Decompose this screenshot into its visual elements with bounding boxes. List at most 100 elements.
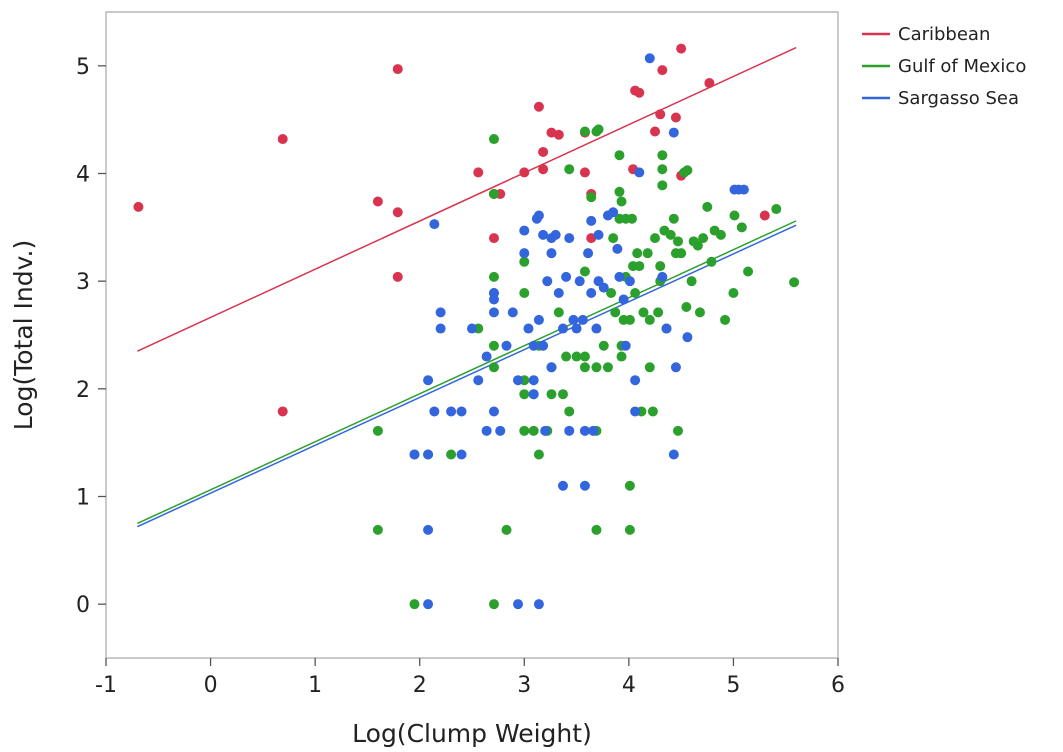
point-gulf-of-mexico <box>579 362 590 373</box>
point-gulf-of-mexico <box>655 261 666 272</box>
plot-frame <box>105 11 839 659</box>
point-sargasso-sea <box>561 271 572 282</box>
x-tick-label: 2 <box>413 673 427 698</box>
point-sargasso-sea <box>579 425 590 436</box>
point-sargasso-sea <box>634 167 645 178</box>
point-gulf-of-mexico <box>657 180 668 191</box>
point-sargasso-sea <box>467 323 477 334</box>
legend-label-gulf-of-mexico: Gulf of Mexico <box>898 56 1026 77</box>
point-caribbean <box>553 129 564 140</box>
point-caribbean <box>650 126 660 137</box>
point-caribbean <box>372 196 383 207</box>
x-axis: -1 0 1 2 3 4 5 6 <box>95 658 845 698</box>
point-sargasso-sea <box>593 229 604 240</box>
point-sargasso-sea <box>612 243 623 254</box>
point-gulf-of-mexico <box>626 213 637 224</box>
point-gulf-of-mexico <box>519 256 530 267</box>
point-sargasso-sea <box>670 362 681 373</box>
point-gulf-of-mexico <box>488 134 499 145</box>
legend-label-caribbean: Caribbean <box>898 24 990 45</box>
point-gulf-of-mexico <box>571 351 582 362</box>
point-sargasso-sea <box>577 314 588 325</box>
point-gulf-of-mexico <box>720 314 731 325</box>
x-tick-label: 1 <box>308 673 322 698</box>
point-gulf-of-mexico <box>519 288 530 299</box>
point-caribbean <box>392 271 403 282</box>
point-gulf-of-mexico <box>564 406 575 417</box>
point-gulf-of-mexico <box>579 126 590 137</box>
point-gulf-of-mexico <box>657 164 668 175</box>
point-sargasso-sea <box>614 271 625 282</box>
fit-line-caribbean <box>137 46 797 352</box>
point-sargasso-sea <box>630 375 641 386</box>
point-gulf-of-mexico <box>706 256 717 267</box>
point-sargasso-sea <box>682 332 693 343</box>
point-caribbean <box>538 146 549 157</box>
y-tick-label: 0 <box>76 593 90 618</box>
point-caribbean <box>133 201 144 212</box>
point-gulf-of-mexico <box>614 186 625 197</box>
point-sargasso-sea <box>435 307 446 318</box>
y-tick-label: 3 <box>76 270 90 295</box>
point-gulf-of-mexico <box>606 288 617 299</box>
point-sargasso-sea <box>644 53 655 64</box>
point-sargasso-sea <box>456 449 467 460</box>
point-gulf-of-mexico <box>608 233 619 244</box>
point-sargasso-sea <box>738 184 749 195</box>
point-sargasso-sea <box>624 276 635 287</box>
point-caribbean <box>533 101 544 112</box>
data-points <box>133 43 800 610</box>
point-gulf-of-mexico <box>624 314 635 325</box>
point-caribbean <box>676 43 687 54</box>
point-sargasso-sea <box>519 225 530 236</box>
point-sargasso-sea <box>481 351 492 362</box>
point-gulf-of-mexico <box>591 524 602 535</box>
point-caribbean <box>473 167 484 178</box>
point-sargasso-sea <box>564 425 575 436</box>
point-caribbean <box>277 134 288 145</box>
point-sargasso-sea <box>630 406 641 417</box>
point-sargasso-sea <box>429 406 440 417</box>
point-gulf-of-mexico <box>644 314 655 325</box>
point-sargasso-sea <box>528 389 539 400</box>
point-gulf-of-mexico <box>579 266 590 277</box>
point-sargasso-sea <box>423 449 434 460</box>
point-sargasso-sea <box>507 307 518 318</box>
point-sargasso-sea <box>546 248 557 259</box>
point-sargasso-sea <box>586 215 597 226</box>
point-gulf-of-mexico <box>736 222 747 233</box>
x-tick-label: 6 <box>831 673 845 698</box>
point-caribbean <box>579 167 590 178</box>
legend-label-sargasso-sea: Sargasso Sea <box>898 88 1019 109</box>
x-tick-label: 0 <box>204 673 218 698</box>
point-gulf-of-mexico <box>698 233 709 244</box>
point-sargasso-sea <box>550 229 561 240</box>
point-sargasso-sea <box>540 425 551 436</box>
point-sargasso-sea <box>423 599 434 610</box>
point-sargasso-sea <box>568 314 579 325</box>
point-gulf-of-mexico <box>647 406 658 417</box>
point-sargasso-sea <box>583 248 594 259</box>
point-sargasso-sea <box>533 210 544 221</box>
point-caribbean <box>657 65 668 76</box>
point-gulf-of-mexico <box>546 389 557 400</box>
x-tick-label: -1 <box>95 673 117 698</box>
point-sargasso-sea <box>571 323 582 334</box>
point-caribbean <box>392 207 403 218</box>
point-gulf-of-mexico <box>644 362 655 373</box>
point-sargasso-sea <box>579 480 590 491</box>
fit-line-gulf-of-mexico <box>137 220 797 525</box>
point-sargasso-sea <box>586 288 597 299</box>
point-sargasso-sea <box>488 406 499 417</box>
point-gulf-of-mexico <box>591 362 602 373</box>
point-caribbean <box>277 406 288 417</box>
point-sargasso-sea <box>661 323 672 334</box>
point-gulf-of-mexico <box>598 340 609 351</box>
point-gulf-of-mexico <box>653 307 664 318</box>
point-gulf-of-mexico <box>372 425 383 436</box>
point-sargasso-sea <box>435 323 446 334</box>
point-sargasso-sea <box>473 375 484 386</box>
point-gulf-of-mexico <box>668 213 679 224</box>
point-gulf-of-mexico <box>789 277 800 288</box>
